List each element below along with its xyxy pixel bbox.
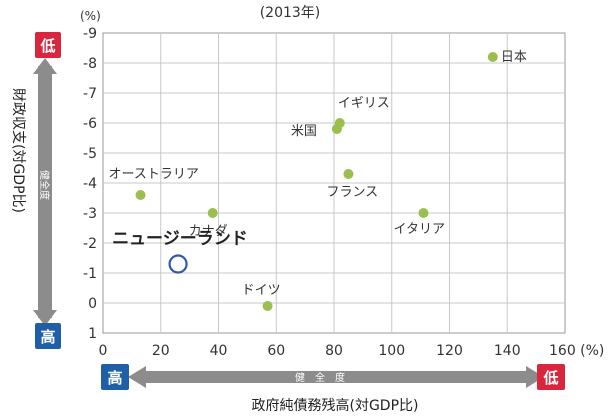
point-marker [135,190,146,200]
y-tick-label: -6 [83,116,97,132]
point-label: フランス [326,185,378,200]
x-axis-high-label: 高 [107,369,122,387]
data-point: 日本 [487,50,527,65]
x-axis-health-label: 健 全 度 [295,371,345,384]
y-tick-label: 1 [88,326,97,342]
point-label: ドイツ [242,283,281,298]
point-label: 米国 [291,124,317,139]
point-label: ニュージーランド [112,229,248,249]
grid [102,32,566,334]
x-axis-direction-arrow: 健 全 度 [128,366,544,388]
point-label: オーストラリア [109,167,199,182]
y-axis-health-label: 健全度 [38,170,51,200]
point-marker [418,208,429,218]
point-label: イタリア [394,222,445,237]
point-marker [262,301,273,311]
x-tick-labels: 0 20 40 60 80 100 120 140 [99,343,521,359]
x-tick-label: 80 [325,343,343,359]
y-axis-unit: (%) [80,9,101,23]
point-label: イギリス [338,96,390,111]
y-tick-label: -7 [83,86,97,102]
y-axis-high-badge: 高 [35,323,61,349]
y-tick-label: -3 [83,206,97,222]
y-tick-label: -9 [83,26,97,42]
y-axis-low-label: 低 [39,37,55,55]
point-marker [331,124,342,134]
point-marker [487,52,498,62]
x-tick-label: 40 [210,343,228,359]
y-axis-low-badge: 低 [35,32,61,58]
data-point: オーストラリア [109,167,199,200]
y-tick-label: -2 [83,236,97,252]
x-tick-label: 120 [436,343,463,359]
y-tick-labels: -9 -8 -7 -6 -5 -4 -3 -2 -1 0 1 [83,26,97,342]
point-marker [343,169,354,179]
x-tick-label: 20 [152,343,170,359]
highlight-marker [168,254,188,274]
x-tick-label: 140 [494,343,521,359]
y-axis-high-label: 高 [40,328,55,346]
point-label: 日本 [501,50,527,65]
data-point: 米国 [291,124,342,139]
y-axis-title: 財政収支(対GDP比) [10,88,26,213]
x-tick-label: 0 [99,343,108,359]
y-tick-label: -4 [83,176,97,192]
point-marker [207,208,218,218]
y-tick-label: -8 [83,56,97,72]
chart-subtitle: (2013年) [260,5,321,21]
y-tick-label: -1 [83,266,97,282]
x-axis-low-label: 低 [542,369,558,387]
x-axis-low-badge: 低 [537,364,565,390]
data-point: イタリア [394,208,445,237]
x-axis-title: 政府純債務残高(対GDP比) [252,397,419,414]
y-tick-label: -5 [83,146,97,162]
data-point: カナダ [189,208,228,239]
data-point: フランス [326,169,378,200]
x-tick-label: 100 [378,343,405,359]
x-axis-high-badge: 高 [101,364,129,390]
x-tick-label: 60 [267,343,285,359]
data-point: ニュージーランド [112,229,248,274]
y-tick-label: 0 [88,296,97,312]
x-axis-unit: 160 (%) [549,343,604,359]
data-point: ドイツ [242,283,281,311]
point-label: カナダ [189,224,228,239]
y-axis-direction-arrow: 健全度 [33,58,57,326]
